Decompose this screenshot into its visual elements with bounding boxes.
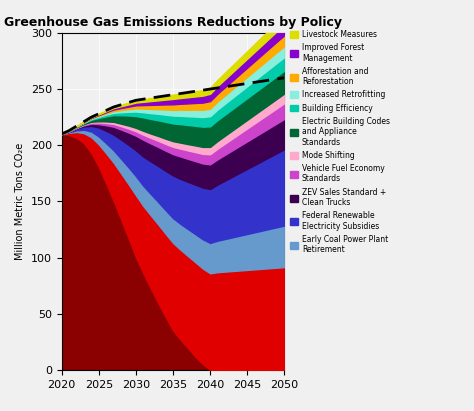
Title: Greenhouse Gas Emissions Reductions by Policy: Greenhouse Gas Emissions Reductions by P… (4, 16, 342, 29)
Legend: Livestock Measures, Improved Forest
Management, Afforestation and
Reforestation,: Livestock Measures, Improved Forest Mana… (291, 30, 390, 254)
Y-axis label: Million Metric Tons CO₂e: Million Metric Tons CO₂e (15, 143, 25, 260)
